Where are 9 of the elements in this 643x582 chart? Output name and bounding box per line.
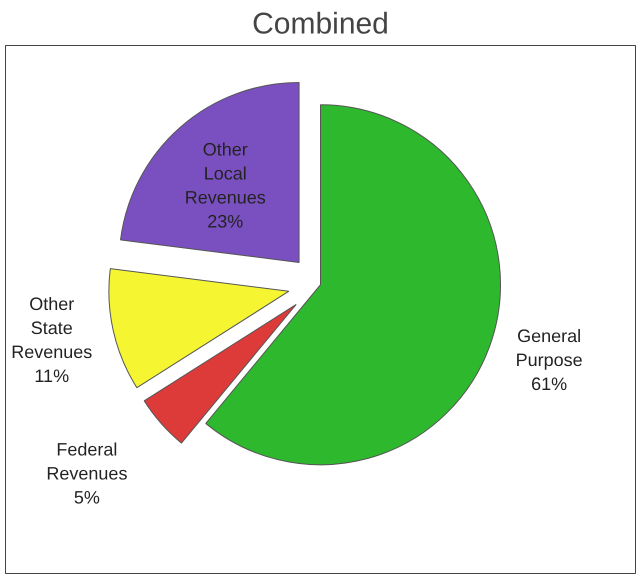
data-label: 5% <box>74 488 100 508</box>
slice-label: Federal Revenues <box>46 440 128 484</box>
chart-title: Combined <box>252 8 389 40</box>
slice-label: Other Local Revenues <box>184 140 266 208</box>
data-label: 23% <box>207 212 244 232</box>
slice-label: Other State Revenues <box>11 294 92 362</box>
data-label: 61% <box>531 374 568 394</box>
slice-label: General Purpose <box>516 326 583 370</box>
data-label: 11% <box>34 366 70 386</box>
